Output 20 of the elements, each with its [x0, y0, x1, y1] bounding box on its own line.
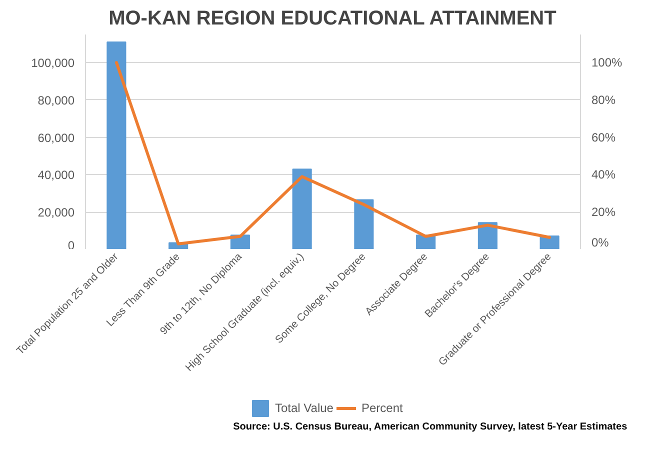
y-tick-label: 60,000	[38, 130, 75, 145]
y-tick-label: 40,000	[38, 168, 75, 182]
y2-tick-label: 100%	[592, 56, 623, 70]
y2-tick-label: 60%	[592, 130, 616, 144]
y2-tick-label: 40%	[592, 168, 616, 182]
y2-tick-label: 0%	[592, 236, 610, 250]
bar	[354, 199, 374, 249]
y-tick-label: 20,000	[38, 206, 75, 220]
legend-label: Total Value	[275, 401, 334, 415]
y-tick-label: 80,000	[38, 93, 75, 108]
bar	[292, 168, 312, 249]
y-tick-label: 100,000	[31, 56, 75, 70]
bar	[106, 41, 126, 249]
line-series	[114, 61, 552, 246]
y2-tick-label: 80%	[592, 92, 616, 107]
legend-label: Percent	[361, 401, 403, 415]
bar	[540, 236, 560, 249]
y2-tick-label: 20%	[592, 205, 616, 220]
chart-title: MO-KAN REGION EDUCATIONAL ATTAINMENT	[108, 8, 556, 30]
source-note: Source: U.S. Census Bureau, American Community Survey, latest 5-Year Estimates	[233, 422, 628, 432]
